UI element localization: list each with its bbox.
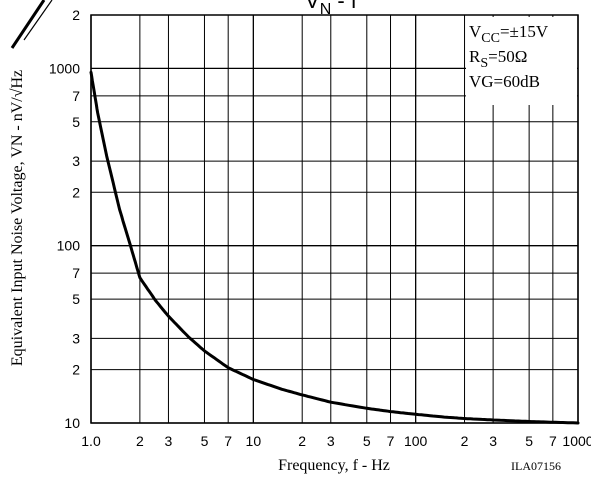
y-tick-label: 2 [72, 362, 80, 378]
x-tick-label: 5 [363, 433, 371, 449]
y-tick-label: 2 [72, 184, 80, 200]
condition-line: RS=50Ω [469, 47, 527, 71]
y-tick-label: 3 [72, 153, 80, 169]
x-tick-labels: 1.0 2 3 5 7 10 2 3 5 7 100 2 3 5 7 1000 [81, 433, 591, 449]
vertical-gridlines [90, 15, 579, 423]
y-tick-label: 1000 [49, 60, 80, 76]
y-axis-label: Equivalent Input Noise Voltage, VN - nV/… [9, 70, 26, 366]
x-tick-label: 10 [246, 433, 262, 449]
condition-line: VG=60dB [469, 72, 540, 91]
x-tick-label: 7 [549, 433, 557, 449]
y-tick-label: 5 [72, 291, 80, 307]
y-tick-label: 7 [72, 265, 80, 281]
x-tick-label: 2 [298, 433, 306, 449]
x-tick-label: 5 [201, 433, 209, 449]
x-tick-label: 7 [387, 433, 395, 449]
noise-voltage-curve [89, 70, 580, 425]
conditions-box [466, 17, 577, 105]
y-tick-label: 10 [64, 415, 80, 431]
x-tick-label: 5 [525, 433, 533, 449]
x-tick-label: 1000 [562, 433, 591, 449]
chart-title: VN - f [305, 0, 358, 18]
scan-artifact-stroke [10, 0, 53, 49]
x-tick-label: 3 [489, 433, 497, 449]
y-tick-label: 100 [57, 238, 81, 254]
y-tick-label: 3 [72, 330, 80, 346]
x-tick-label: 100 [404, 433, 428, 449]
y-tick-labels: 10 2 3 5 7 100 2 3 5 7 1000 2 [49, 7, 80, 431]
x-tick-label: 3 [327, 433, 335, 449]
x-tick-label: 3 [165, 433, 173, 449]
condition-line: VCC=±15V [469, 22, 549, 46]
y-tick-label: 5 [72, 114, 80, 130]
x-tick-label: 7 [224, 433, 232, 449]
plot-frame [90, 14, 579, 424]
x-tick-label: 1.0 [81, 433, 101, 449]
y-tick-label: 7 [72, 88, 80, 104]
x-axis-label: Frequency, f - Hz [278, 457, 390, 474]
x-tick-label: 2 [461, 433, 469, 449]
y-tick-label: 2 [72, 7, 80, 23]
x-tick-label: 2 [136, 433, 144, 449]
figure-id: ILA07156 [511, 459, 561, 473]
